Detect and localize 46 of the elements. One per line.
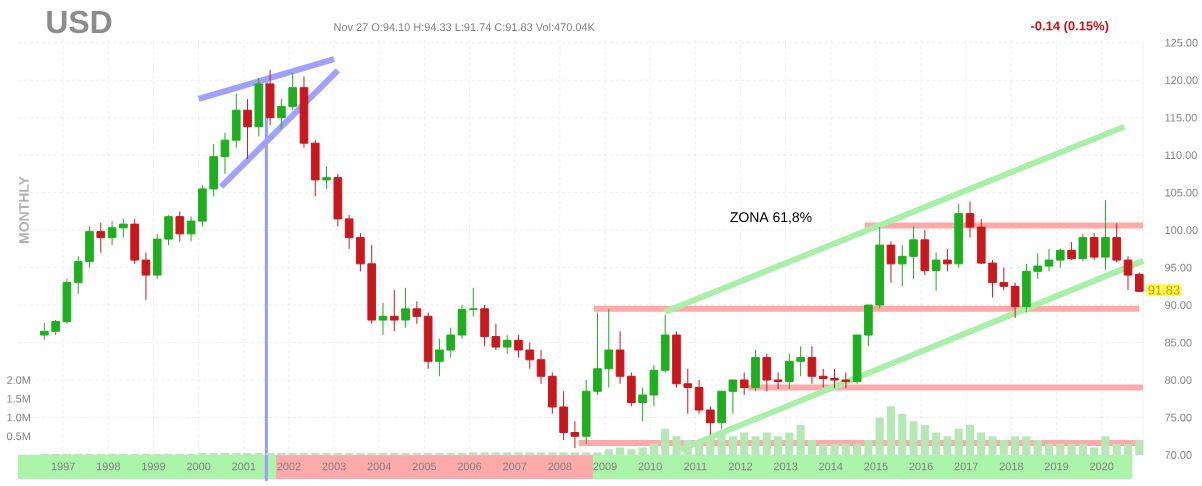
x-tick-label: 2009 bbox=[593, 462, 617, 471]
x-tick-label: 2014 bbox=[819, 462, 843, 471]
y-tick-label: 80.00 bbox=[1165, 376, 1192, 384]
y2-tick-label: 2.0M bbox=[7, 376, 30, 384]
y-tick-label: 125.00 bbox=[1165, 38, 1198, 47]
x-tick-label: 2010 bbox=[638, 462, 662, 471]
x-tick-label: 2000 bbox=[186, 462, 211, 471]
x-tick-label: 2018 bbox=[999, 462, 1024, 471]
x-tick-label: 2016 bbox=[909, 462, 933, 471]
x-tick-label: 2007 bbox=[503, 462, 527, 471]
x-tick-label: 2015 bbox=[864, 462, 888, 471]
y-tick-label: 85.00 bbox=[1165, 338, 1192, 347]
chart-subtitle: Nov 27 O:94.10 H:94.33 L:91.74 C:91.83 Vol:470.04K bbox=[334, 22, 595, 32]
annotation: ZONA 61,8% bbox=[730, 212, 812, 224]
x-tick-label: 2001 bbox=[232, 462, 256, 471]
x-tick-label: 2005 bbox=[412, 462, 437, 471]
x-tick-label: 2004 bbox=[367, 462, 392, 471]
y2-tick-label: 1.5M bbox=[7, 394, 30, 403]
y-tick-label: 120.00 bbox=[1165, 76, 1198, 85]
x-tick-label: 2013 bbox=[773, 462, 798, 471]
x-tick-label: 1998 bbox=[96, 462, 121, 471]
y-tick-label: 110.00 bbox=[1165, 151, 1197, 160]
x-tick-label: 2011 bbox=[684, 462, 707, 471]
x-tick-label: 2012 bbox=[728, 462, 753, 471]
y-tick-label: 75.00 bbox=[1165, 413, 1192, 422]
y-tick-label: 105.00 bbox=[1165, 188, 1198, 197]
x-tick-label: 2019 bbox=[1044, 462, 1069, 471]
chart-title: USD bbox=[47, 10, 112, 34]
y2-tick-label: 1.0M bbox=[7, 413, 30, 422]
x-tick-label: 1997 bbox=[51, 462, 75, 471]
y-tick-label: 100.00 bbox=[1165, 226, 1198, 234]
annotation: MONTHLY bbox=[19, 176, 29, 243]
x-tick-label: 2006 bbox=[457, 462, 482, 471]
text: 91.83 bbox=[1148, 285, 1180, 295]
x-tick-label: 2008 bbox=[548, 462, 572, 471]
y-tick-label: 70.00 bbox=[1165, 451, 1192, 459]
y-tick-label: 90.00 bbox=[1165, 301, 1192, 309]
y-tick-label: 95.00 bbox=[1165, 263, 1192, 272]
x-tick-label: 2003 bbox=[322, 462, 346, 471]
text: -0.14 (0.15%) bbox=[1031, 20, 1109, 34]
x-tick-label: 1999 bbox=[142, 462, 166, 471]
x-tick-label: 2002 bbox=[277, 462, 301, 471]
y2-tick-label: 0.5M bbox=[6, 432, 30, 441]
y-tick-label: 115.00 bbox=[1165, 113, 1197, 122]
x-tick-label: 2020 bbox=[1090, 462, 1114, 471]
x-tick-label: 2017 bbox=[954, 462, 978, 471]
